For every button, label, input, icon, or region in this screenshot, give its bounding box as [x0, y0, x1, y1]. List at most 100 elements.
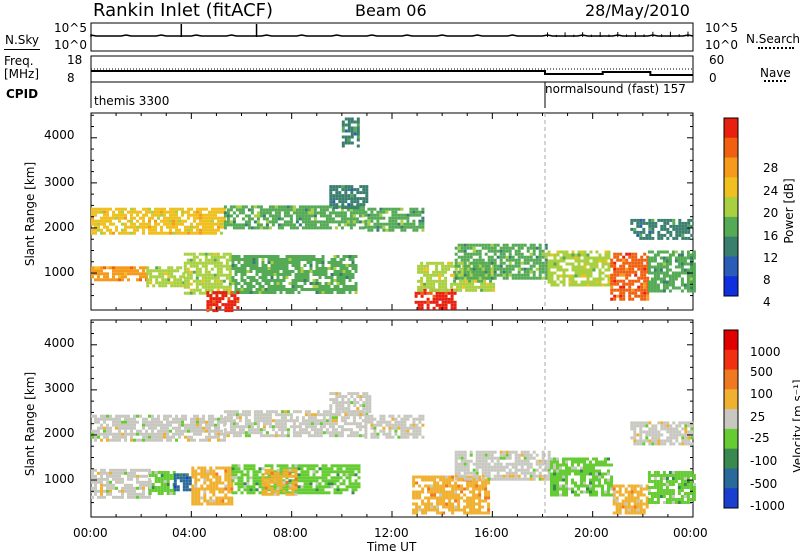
power-data-cell: [295, 211, 299, 215]
velocity-data-cell: [457, 499, 461, 503]
power-data-cell: [181, 213, 184, 217]
velocity-data-cell: [276, 468, 280, 472]
power-data-cell: [487, 270, 491, 274]
velocity-data-cell: [209, 481, 213, 485]
power-data-cell: [556, 277, 560, 281]
power-data-cell: [663, 218, 667, 222]
velocity-data-cell: [298, 410, 302, 414]
power-data-cell: [466, 252, 470, 256]
power-data-cell: [313, 208, 317, 212]
velocity-data-cell: [136, 429, 139, 433]
power-data-cell: [208, 213, 211, 217]
power-data-cell: [274, 211, 278, 215]
velocity-data-cell: [451, 502, 455, 506]
power-data-cell: [468, 288, 472, 292]
velocity-data-cell: [252, 464, 256, 468]
power-data-cell: [121, 216, 124, 220]
power-data-cell: [255, 273, 259, 276]
velocity-data-cell: [232, 425, 236, 429]
velocity-data-cell: [282, 480, 286, 484]
power-data-cell: [574, 283, 578, 287]
velocity-data-cell: [285, 471, 289, 475]
velocity-data-cell: [184, 435, 187, 439]
power-data-cell: [327, 285, 331, 288]
power-data-cell: [656, 289, 660, 293]
power-data-cell: [175, 219, 178, 223]
power-data-cell: [118, 213, 121, 217]
velocity-data-cell: [415, 423, 419, 427]
velocity-data-cell: [514, 450, 518, 454]
velocity-data-cell: [478, 459, 482, 463]
velocity-cbar-tick: -500: [750, 477, 778, 491]
power-data-cell: [547, 265, 551, 269]
power-data-cell: [598, 253, 602, 257]
power-data-cell: [574, 256, 578, 260]
velocity-data-cell: [203, 499, 207, 503]
power-data-cell: [255, 291, 259, 294]
power-data-cell: [216, 264, 220, 268]
power-data-cell: [538, 249, 542, 253]
velocity-data-cell: [247, 422, 251, 426]
velocity-data-cell: [505, 477, 509, 481]
velocity-data-cell: [202, 420, 205, 424]
velocity-data-cell: [244, 416, 248, 420]
power-data-cell: [112, 266, 115, 270]
power-data-cell: [324, 276, 328, 279]
power-data-cell: [394, 213, 398, 217]
power-data-cell: [562, 277, 566, 281]
velocity-data-cell: [209, 487, 213, 491]
power-data-cell: [562, 268, 566, 272]
velocity-data-cell: [361, 419, 365, 423]
velocity-data-cell: [466, 502, 470, 506]
power-data-cell: [273, 282, 277, 285]
power-data-cell: [418, 225, 422, 229]
power-data-cell: [298, 211, 302, 215]
velocity-data-cell: [333, 488, 337, 492]
power-data-cell: [580, 259, 584, 263]
velocity-data-cell: [343, 410, 347, 414]
velocity-data-cell: [103, 468, 106, 472]
power-data-cell: [178, 222, 181, 226]
power-data-cell: [310, 214, 314, 218]
power-data-cell: [217, 219, 220, 223]
power-data-cell: [223, 223, 227, 227]
power-data-cell: [145, 210, 148, 214]
power-data-cell: [571, 253, 575, 257]
power-data-cell: [94, 219, 97, 223]
velocity-data-cell: [352, 419, 356, 423]
velocity-data-cell: [310, 422, 314, 426]
velocity-data-cell: [160, 429, 163, 433]
velocity-data-cell: [246, 464, 250, 468]
power-data-cell: [631, 264, 635, 268]
velocity-data-cell: [208, 438, 211, 442]
power-data-cell: [344, 206, 348, 210]
velocity-data-cell: [344, 401, 348, 405]
velocity-data-cell: [331, 434, 335, 438]
power-data-cell: [370, 219, 374, 223]
velocity-data-cell: [427, 487, 431, 491]
velocity-data-cell: [354, 488, 358, 492]
power-data-cell: [472, 252, 476, 256]
velocity-data-cell: [280, 425, 284, 429]
velocity-data-cell: [448, 484, 452, 488]
power-data-cell: [559, 259, 563, 263]
power-data-cell: [109, 266, 112, 270]
velocity-data-cell: [253, 428, 257, 432]
velocity-data-cell: [368, 404, 372, 408]
power-data-cell: [250, 217, 254, 221]
velocity-data-cell: [124, 486, 127, 490]
power-data-cell: [678, 218, 682, 222]
power-data-cell: [656, 286, 660, 290]
velocity-data-cell: [356, 407, 360, 411]
velocity-data-cell: [324, 470, 328, 474]
power-data-cell: [653, 265, 657, 269]
power-data-cell: [172, 210, 175, 214]
velocity-data-cell: [339, 476, 343, 480]
velocity-data-cell: [481, 477, 485, 481]
velocity-data-cell: [424, 511, 428, 515]
velocity-data-cell: [353, 401, 357, 405]
velocity-data-cell: [124, 438, 127, 442]
velocity-data-cell: [118, 474, 121, 478]
velocity-data-cell: [106, 435, 109, 439]
velocity-data-cell: [130, 423, 133, 427]
